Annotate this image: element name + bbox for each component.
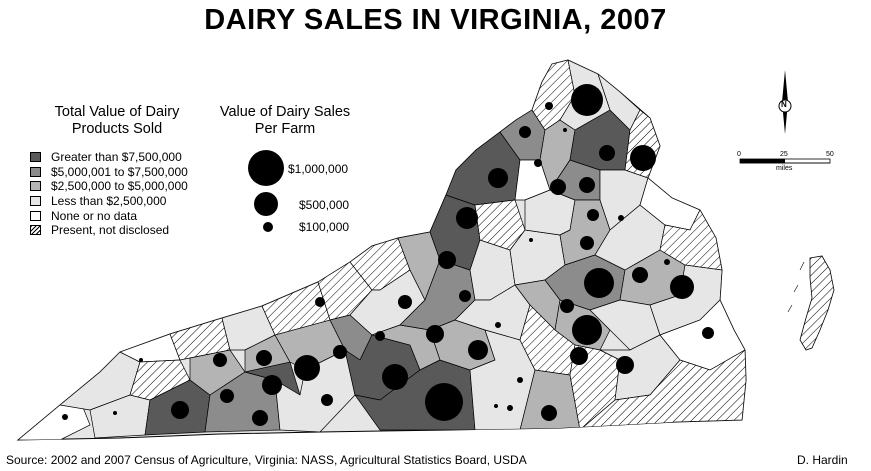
legend-swatch xyxy=(30,196,41,207)
legend-total-heading-line1: Total Value of Dairy xyxy=(54,104,180,120)
legend-item: Less than $2,500,000 xyxy=(30,194,188,209)
legend-item-label: $5,000,001 to $7,500,000 xyxy=(51,164,188,179)
legend-item-label: $2,500,000 to $5,000,000 xyxy=(51,179,188,194)
legend-total-heading: Total Value of Dairy Products Sold xyxy=(22,104,212,138)
legend-total-list: Greater than $7,500,000 $5,000,001 to $7… xyxy=(30,150,188,238)
legend-item-label: None or no data xyxy=(51,208,138,223)
farm-value-dots xyxy=(62,84,714,426)
legend-item: $2,500,000 to $5,000,000 xyxy=(30,179,188,194)
legend-dot-label-large: $1,000,000 xyxy=(288,162,349,176)
legend-item-label: Greater than $7,500,000 xyxy=(51,150,182,165)
legend-swatch xyxy=(30,210,41,221)
legend-dot-label-small: $100,000 xyxy=(299,220,350,234)
legend-total-heading-line2: Products Sold xyxy=(71,121,163,137)
legend-dot-small xyxy=(263,222,273,232)
legend-item: $5,000,001 to $7,500,000 xyxy=(30,165,188,180)
legend-item-label: Less than $2,500,000 xyxy=(51,194,167,209)
north-letter: N xyxy=(781,100,787,109)
scale-unit: miles xyxy=(776,165,793,172)
legend-dot-label-medium: $500,000 xyxy=(299,198,350,212)
legend-swatch-hatched xyxy=(30,225,41,236)
legend-swatch xyxy=(30,166,41,177)
legend-farm-heading: Value of Dairy Sales Per Farm xyxy=(212,104,358,138)
legend-item: None or no data xyxy=(30,208,188,223)
legend-item: Present, not disclosed xyxy=(30,223,188,238)
map-title: DAIRY SALES IN VIRGINIA, 2007 xyxy=(204,4,667,36)
author-credit: D. Hardin xyxy=(797,453,848,467)
legend-swatch xyxy=(30,152,41,163)
legend-swatch xyxy=(30,181,41,192)
scale-tick-0: 0 xyxy=(737,151,741,158)
legend-dot-large xyxy=(248,150,284,186)
eastern-shore xyxy=(799,255,835,351)
legend-item: Greater than $7,500,000 xyxy=(30,150,188,165)
legend-farm-heading-line2: Per Farm xyxy=(254,121,316,137)
legend-dot-medium xyxy=(254,192,278,216)
legend-item-label: Present, not disclosed xyxy=(51,223,170,238)
scale-bar-graphic xyxy=(739,158,831,164)
source-note: Source: 2002 and 2007 Census of Agricult… xyxy=(6,453,527,467)
scale-tick-50: 50 xyxy=(826,151,834,158)
legend-farm-heading-line1: Value of Dairy Sales xyxy=(219,104,351,120)
north-arrow-icon xyxy=(778,70,792,134)
scale-tick-25: 25 xyxy=(780,151,788,158)
